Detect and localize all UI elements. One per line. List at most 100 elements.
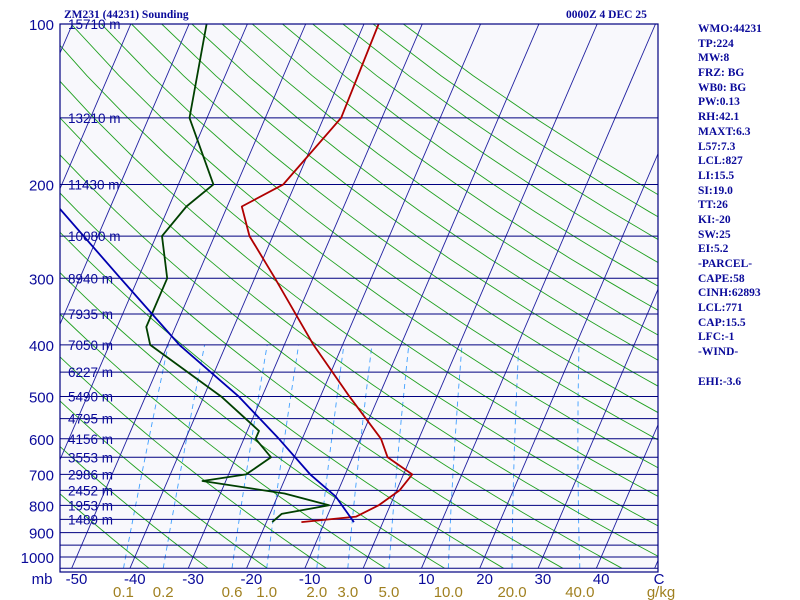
dry-adiabat-line [70, 24, 658, 469]
temperature-tick-label: -50 [66, 571, 88, 588]
temperature-tick-label: 0 [364, 571, 372, 588]
isotherm-line [60, 24, 132, 190]
pressure-tick-label: 800 [29, 498, 54, 515]
index-item: KI:-20 [698, 213, 731, 226]
dry-adiabat-line [161, 24, 658, 387]
mixing-ratio-line [577, 344, 581, 569]
pressure-tick-label: 500 [29, 390, 54, 407]
temperature-tick-label: 20 [476, 571, 493, 588]
dry-adiabat-line [60, 192, 564, 569]
mixing-ratio-tick-label: 3.0 [337, 584, 358, 600]
mixing-ratio-tick-label: 2.0 [306, 584, 327, 600]
index-item [698, 360, 798, 375]
height-label: 4156 m [68, 432, 113, 447]
height-label: 1953 m [68, 498, 113, 513]
index-item: CAPE:58 [698, 272, 745, 285]
isotherm-line [595, 423, 658, 569]
isotherm-line [304, 24, 540, 569]
mixing-ratio-labels: 0.1 0.2 0.6 1.0 2.0 3.0 5.0 10.0 20.0 40.0 g/kg [113, 584, 675, 600]
index-item: TT:26 [698, 199, 728, 212]
pressure-tick-label: 900 [29, 526, 54, 543]
height-label: 8940 m [68, 271, 113, 286]
pressure-tick-label: 300 [29, 271, 54, 288]
dewpoint-profile [145, 24, 330, 523]
mixing-ratio-tick-label: g/kg [647, 584, 675, 600]
mixing-ratio-tick-label: 20.0 [497, 584, 526, 600]
index-item: RH:42.1 [698, 111, 740, 124]
pressure-tick-label: 200 [29, 177, 54, 194]
isotherm-line [479, 152, 658, 569]
index-item: LCL:771 [698, 302, 743, 315]
index-item: MW:8 [698, 52, 730, 65]
pressure-tick-label: 400 [29, 338, 54, 355]
mixing-ratio-tick-label: 0.1 [113, 584, 134, 600]
dry-adiabat-line [312, 24, 658, 264]
dry-adiabat-line [60, 231, 504, 569]
index-item: SW:25 [698, 228, 731, 241]
temperature-tick-label: -20 [241, 571, 263, 588]
mixing-ratio-tick-label: 40.0 [565, 584, 594, 600]
temperature-profile [240, 24, 414, 523]
index-item: EHI:-3.6 [698, 375, 742, 388]
sounding-profiles [60, 24, 414, 523]
isotherm-line [537, 288, 658, 569]
isotherm-line [71, 24, 307, 569]
dry-adiabat-line [60, 117, 658, 557]
height-label: 7935 m [68, 307, 113, 322]
height-label: 4795 m [68, 412, 113, 427]
dry-adiabat-line [60, 44, 658, 497]
index-item: FRZ: BG [698, 67, 745, 80]
temperature-tick-label: mb [32, 571, 53, 588]
dry-adiabat-line [60, 400, 268, 569]
height-label: 5490 m [68, 390, 113, 405]
isotherm-line [129, 24, 365, 569]
mixing-ratio-line [447, 344, 463, 569]
height-label: 2986 m [68, 467, 113, 482]
dry-adiabat-line [131, 24, 658, 414]
dry-adiabat-line [60, 493, 150, 569]
dry-adiabat-line [191, 24, 658, 361]
height-label: 2452 m [68, 483, 113, 498]
index-item: -PARCEL- [698, 258, 753, 270]
dry-adiabat-line [252, 24, 658, 311]
mixing-ratio-line [123, 344, 169, 569]
dry-adiabat-line [60, 80, 658, 527]
temperature-tick-label: -30 [182, 571, 204, 588]
mixing-ratio-tick-label: 10.0 [434, 584, 463, 600]
pressure-tick-label: 600 [29, 432, 54, 449]
index-item: LI:15.5 [698, 169, 735, 182]
mixing-ratio-lines [123, 344, 581, 569]
height-label: 6227 m [68, 365, 113, 380]
dry-adiabat-line [60, 271, 445, 569]
temperature-tick-label: 40 [593, 571, 610, 588]
isotherm-line [246, 24, 482, 569]
isotherm-line [421, 24, 656, 569]
dry-adiabat-line [60, 154, 623, 569]
pressure-tick-label: 100 [29, 17, 54, 34]
index-item: WB0: BG [698, 81, 747, 94]
index-item: CINH:62893 [698, 287, 761, 300]
dry-adiabat-line [282, 24, 658, 287]
isotherm-line [60, 24, 248, 461]
mixing-ratio-line [511, 344, 520, 569]
isotherm-line [60, 24, 190, 326]
pressure-axis-labels: 100 200 300 400 500 600 700 800 900 1000 [21, 17, 54, 567]
dry-adiabat-line [100, 24, 658, 441]
index-item: SI:19.0 [698, 184, 733, 197]
index-item: LFC:-1 [698, 331, 735, 344]
dry-adiabat-line [60, 445, 209, 569]
dry-adiabat-line [221, 24, 658, 336]
pressure-tick-label: 700 [29, 467, 54, 484]
mixing-ratio-tick-label: 1.0 [256, 584, 277, 600]
index-item: -WIND- [698, 346, 739, 359]
isobars [60, 24, 658, 569]
plot-frame [59, 23, 659, 573]
index-item: TP:224 [698, 37, 734, 50]
temperature-tick-label: -10 [299, 571, 321, 588]
height-label: 15710 m [68, 17, 121, 32]
index-item: L57:7.3 [698, 140, 736, 153]
chart-time: 0000Z 4 DEC 25 [566, 9, 647, 21]
index-item: WMO:44231 [698, 23, 762, 35]
temperature-tick-label: 30 [535, 571, 552, 588]
